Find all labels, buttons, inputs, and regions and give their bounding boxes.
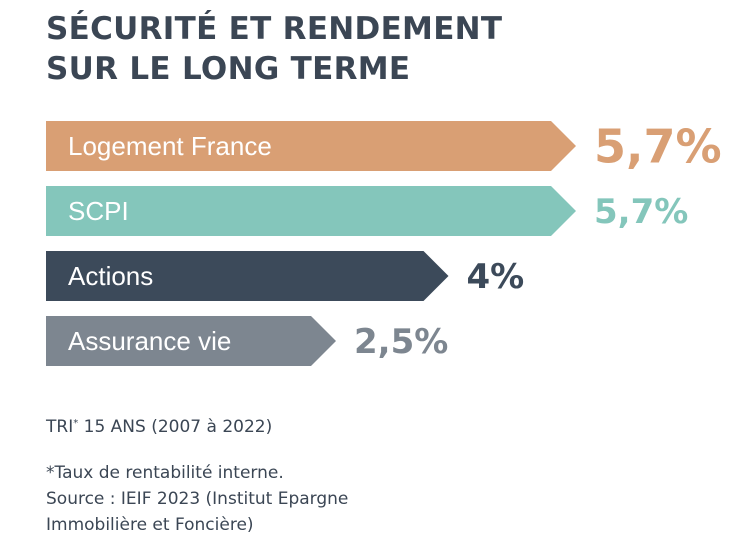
bar-logement-france [46, 121, 576, 171]
note-source-line-2: Immobilière et Foncière) [46, 515, 254, 535]
period-marker: * [73, 418, 79, 429]
chart-title-line-2: SUR LE LONG TERME [46, 51, 411, 87]
note-source-line-1: Source : IEIF 2023 (Institut Epargne [46, 489, 349, 509]
bar-label: SCPI [68, 196, 129, 226]
value-label: 4% [467, 257, 525, 297]
value-label: 5,7% [594, 192, 688, 232]
value-label: 5,7% [594, 120, 722, 174]
value-label: 2,5% [354, 322, 448, 362]
chart-title: SÉCURITÉ ET RENDEMENT SUR LE LONG TERME [46, 9, 502, 89]
bar-assurance-vie [46, 316, 336, 366]
source-notes: *Taux de rentabilité interne. Source : I… [46, 460, 348, 538]
bar-label: Assurance vie [68, 326, 231, 356]
bar-label: Actions [68, 261, 153, 291]
bar-label: Logement France [68, 131, 272, 161]
bar-scpi [46, 186, 576, 236]
period-main: TRI [46, 417, 74, 437]
period-caption: TRI* 15 ANS (2007 à 2022) [46, 411, 272, 440]
period-rest: 15 ANS (2007 à 2022) [78, 417, 273, 437]
chart-title-line-1: SÉCURITÉ ET RENDEMENT [46, 11, 503, 47]
note-definition: *Taux de rentabilité interne. [46, 463, 284, 483]
bar-actions [46, 251, 449, 301]
